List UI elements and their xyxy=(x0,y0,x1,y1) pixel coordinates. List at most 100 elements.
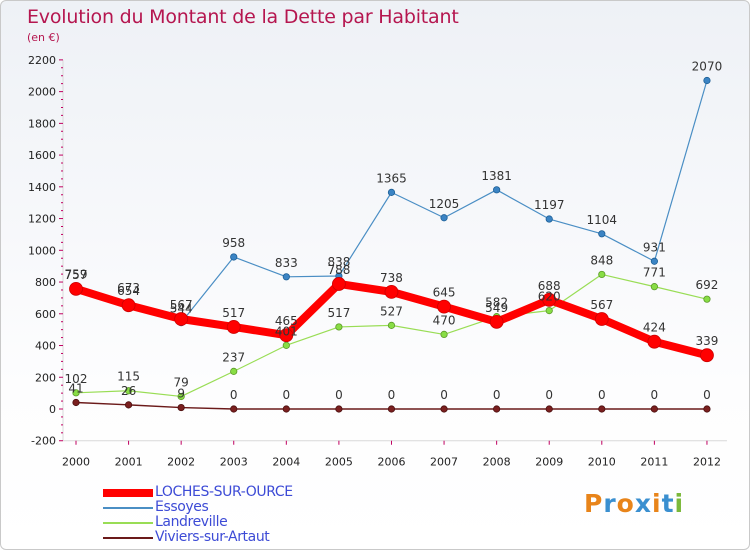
data-label: 549 xyxy=(485,301,508,315)
data-label: 567 xyxy=(170,298,193,312)
x-tick-label: 2006 xyxy=(377,456,405,469)
x-tick-label: 2007 xyxy=(430,456,458,469)
brand-letter: i xyxy=(674,489,685,518)
x-tick-label: 2010 xyxy=(588,456,616,469)
data-label: 0 xyxy=(440,388,448,402)
y-tick-label: -200 xyxy=(31,435,56,448)
data-label: 339 xyxy=(696,334,719,348)
data-point-0 xyxy=(69,281,83,296)
data-label: 738 xyxy=(380,271,403,285)
data-label: 620 xyxy=(538,290,561,304)
data-label: 424 xyxy=(643,321,666,335)
chart-title: Evolution du Montant de la Dette par Hab… xyxy=(27,6,459,28)
data-point-3 xyxy=(230,405,238,413)
data-point-3 xyxy=(387,405,396,413)
legend-label: LOCHES-SUR-OURCE xyxy=(155,484,293,500)
data-label: 757 xyxy=(65,268,88,282)
x-tick-label: 2011 xyxy=(640,456,668,469)
data-point-3 xyxy=(650,405,658,413)
data-label: 848 xyxy=(590,253,613,267)
data-point-3 xyxy=(177,403,185,412)
data-label: 41 xyxy=(68,381,83,395)
data-label: 958 xyxy=(222,236,245,250)
data-point-0 xyxy=(174,312,189,326)
data-label: 0 xyxy=(282,388,290,402)
data-label: 544 xyxy=(170,302,193,316)
data-point-2 xyxy=(387,321,396,329)
data-point-2 xyxy=(72,389,80,397)
y-tick-label: 1000 xyxy=(28,244,56,257)
data-point-3 xyxy=(545,405,553,413)
y-tick-label: 600 xyxy=(35,308,56,321)
data-point-3 xyxy=(335,405,343,413)
data-label: 0 xyxy=(703,388,711,402)
data-point-3 xyxy=(493,405,501,413)
y-tick-label: 0 xyxy=(49,403,56,416)
data-label: 0 xyxy=(651,388,659,402)
data-point-0 xyxy=(647,334,662,349)
data-point-1 xyxy=(230,253,238,261)
data-label: 1197 xyxy=(534,198,565,212)
data-label: 237 xyxy=(222,350,245,364)
legend-swatch xyxy=(103,522,153,524)
data-label: 582 xyxy=(485,296,508,310)
legend-label: Viviers-sur-Artaut xyxy=(155,529,270,545)
data-point-1 xyxy=(493,186,501,194)
data-point-0 xyxy=(121,298,136,313)
data-label: 79 xyxy=(174,375,189,389)
data-point-2 xyxy=(598,270,606,279)
data-label: 0 xyxy=(598,388,606,402)
data-point-3 xyxy=(440,405,448,413)
data-point-2 xyxy=(440,330,448,339)
x-tick-label: 2008 xyxy=(483,456,511,469)
data-label: 1104 xyxy=(587,213,618,227)
legend-swatch xyxy=(103,537,153,539)
data-label: 26 xyxy=(121,384,136,398)
data-point-3 xyxy=(124,401,133,409)
data-label: 115 xyxy=(117,370,140,384)
data-label: 673 xyxy=(117,281,140,295)
legend-swatch xyxy=(103,507,153,509)
data-point-1 xyxy=(598,230,606,238)
data-point-0 xyxy=(437,299,451,314)
data-label: 1205 xyxy=(429,197,460,211)
data-label: 2070 xyxy=(692,59,723,73)
data-point-2 xyxy=(282,341,290,349)
brand-letter: P xyxy=(584,489,604,518)
data-label: 1365 xyxy=(376,171,407,185)
data-label: 102 xyxy=(65,372,88,386)
x-tick-label: 2005 xyxy=(325,456,353,469)
data-label: 0 xyxy=(493,388,501,402)
x-tick-label: 2000 xyxy=(62,456,90,469)
y-tick-label: 1600 xyxy=(28,149,56,162)
data-point-0 xyxy=(594,312,609,326)
data-label: 527 xyxy=(380,304,403,318)
brand-letter: r xyxy=(603,489,617,518)
data-point-0 xyxy=(226,320,241,334)
data-label: 0 xyxy=(230,388,238,402)
y-tick-label: 2200 xyxy=(28,54,56,67)
data-point-2 xyxy=(124,387,133,395)
legend-label: Essoyes xyxy=(155,499,209,515)
data-point-1 xyxy=(282,273,290,281)
data-label: 692 xyxy=(696,278,719,292)
data-label: 931 xyxy=(643,240,666,254)
brand-letter: o xyxy=(616,489,635,518)
x-tick-label: 2009 xyxy=(535,456,563,469)
data-label: 645 xyxy=(433,286,456,300)
data-label: 788 xyxy=(327,263,350,277)
data-point-3 xyxy=(282,405,290,413)
data-point-2 xyxy=(335,323,343,331)
data-point-1 xyxy=(440,214,448,222)
data-point-0 xyxy=(489,314,504,329)
x-tick-label: 2003 xyxy=(220,456,248,469)
x-tick-label: 2012 xyxy=(693,456,721,469)
data-point-3 xyxy=(72,398,80,407)
data-label: 833 xyxy=(275,256,298,270)
y-tick-label: 400 xyxy=(35,340,56,353)
legend-label: Landreville xyxy=(155,514,228,530)
data-point-3 xyxy=(703,405,711,413)
data-label: 838 xyxy=(327,255,350,269)
data-label: 517 xyxy=(222,306,245,320)
